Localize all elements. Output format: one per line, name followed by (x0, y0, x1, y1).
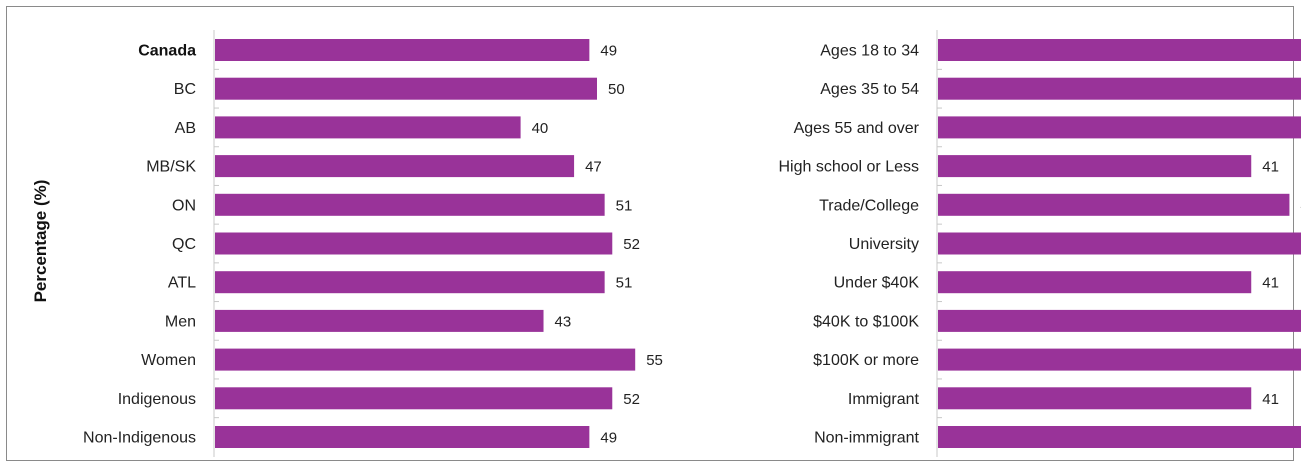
bar (938, 387, 1252, 410)
data-label: 51 (616, 275, 633, 292)
data-label: 52 (623, 236, 640, 253)
chart-panel-2: Ages 18 to 3451Ages 35 to 5450Ages 55 an… (778, 30, 1301, 457)
data-label: 43 (555, 313, 572, 330)
bar (215, 116, 521, 139)
data-label: 55 (646, 352, 663, 369)
bar (938, 271, 1252, 294)
category-label: Men (165, 313, 196, 330)
bar (938, 155, 1252, 178)
bar (215, 426, 590, 448)
category-label: $100K or more (813, 352, 919, 369)
category-label: Immigrant (848, 391, 920, 408)
data-label: 49 (600, 430, 617, 447)
category-label: $40K to $100K (813, 313, 919, 330)
data-label: 40 (532, 120, 549, 137)
bar (215, 387, 613, 410)
bar (938, 426, 1301, 448)
category-label: QC (172, 236, 196, 253)
bar (938, 309, 1301, 332)
category-label: Indigenous (118, 391, 196, 408)
category-label: MB/SK (146, 159, 196, 176)
category-label: Canada (138, 43, 196, 60)
bar (215, 193, 605, 216)
category-label: Women (141, 352, 196, 369)
data-label: 41 (1262, 391, 1279, 408)
category-label: Trade/College (819, 197, 919, 214)
chart-panel-1: Canada 49 BC 50 AB 40 MB/SK 47 ON 51 QC 52 ATL 51 Men 4… (83, 30, 663, 457)
bar (215, 271, 605, 294)
category-label: Under $40K (834, 275, 920, 292)
category-label: AB (175, 120, 196, 137)
data-label: 50 (608, 81, 625, 98)
y-axis-title: Percentage (%) (31, 180, 50, 303)
category-label: Non-immigrant (814, 430, 919, 447)
category-label: High school or Less (778, 159, 919, 176)
category-label: ON (172, 197, 196, 214)
bar (938, 116, 1301, 139)
bar (215, 155, 575, 178)
bar (215, 309, 544, 332)
bar (938, 232, 1301, 255)
data-label: 51 (616, 197, 633, 214)
bar (215, 77, 597, 100)
data-label: 41 (1262, 275, 1279, 292)
data-label: 41 (1262, 159, 1279, 176)
bar (938, 348, 1301, 371)
category-label: Ages 18 to 34 (820, 43, 919, 60)
category-label: Non-Indigenous (83, 430, 196, 447)
bar (215, 348, 636, 371)
data-label: 47 (585, 159, 602, 176)
bar (215, 39, 590, 61)
bar (215, 232, 613, 255)
category-label: ATL (168, 275, 196, 292)
bar (938, 39, 1301, 61)
bar (938, 193, 1290, 216)
data-label: 52 (623, 391, 640, 408)
category-label: Ages 55 and over (794, 120, 920, 137)
category-label: University (849, 236, 919, 253)
bar (938, 77, 1301, 100)
category-label: Ages 35 to 54 (820, 81, 919, 98)
data-label: 49 (600, 43, 617, 60)
category-label: BC (174, 81, 196, 98)
